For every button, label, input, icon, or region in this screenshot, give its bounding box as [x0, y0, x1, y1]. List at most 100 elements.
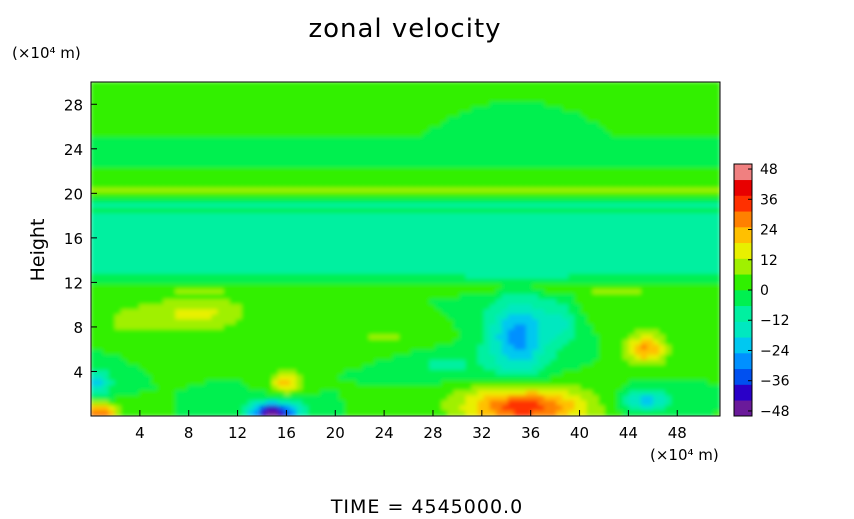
field-cell [187, 278, 195, 285]
field-cell [181, 243, 189, 250]
field-cell [374, 116, 382, 123]
field-cell [429, 213, 437, 220]
field-cell [277, 172, 286, 179]
field-cell [701, 273, 709, 280]
field-cell [217, 283, 225, 290]
field-cell [465, 162, 473, 169]
field-cell [181, 142, 189, 149]
field-cell [302, 137, 310, 144]
field-cell [562, 197, 570, 204]
field-cell [592, 121, 600, 129]
field-cell [368, 192, 376, 199]
field-cell [598, 82, 606, 88]
field-cell [471, 268, 479, 275]
field-cell [187, 213, 195, 220]
field-cell [380, 314, 388, 321]
field-cell [205, 273, 213, 280]
field-cell [610, 106, 618, 113]
field-cell [344, 202, 352, 210]
field-cell [259, 283, 267, 290]
field-cell [235, 91, 243, 98]
field-cell [157, 228, 165, 235]
field-cell [489, 116, 497, 123]
field-cell [338, 132, 346, 139]
field-cell [259, 137, 267, 144]
field-cell [435, 197, 443, 204]
field-cell [671, 263, 679, 270]
field-cell [259, 218, 267, 225]
field-cell [713, 314, 720, 321]
field-cell [102, 243, 110, 250]
field-cell [96, 278, 104, 285]
field-cell [199, 101, 207, 108]
field-cell [628, 299, 636, 306]
field-cell [465, 86, 473, 93]
field-cell [368, 258, 376, 265]
field-cell [187, 273, 195, 280]
field-cell [689, 137, 697, 144]
field-cell [91, 96, 98, 103]
field-cell [640, 82, 648, 88]
field-cell [411, 319, 419, 326]
field-cell [169, 116, 177, 123]
field-cell [580, 82, 588, 88]
field-cell [417, 202, 425, 210]
field-cell [108, 324, 116, 331]
field-cell [634, 157, 642, 164]
field-cell [423, 278, 431, 285]
field-cell [550, 258, 558, 265]
field-cell [368, 101, 376, 108]
field-cell [169, 228, 177, 235]
field-cell [513, 208, 521, 215]
field-cell [689, 278, 697, 285]
field-cell [501, 127, 509, 134]
field-cell [290, 177, 298, 184]
field-cell [519, 197, 527, 204]
field-cell [665, 187, 673, 194]
field-cell [235, 167, 243, 174]
field-cell [144, 248, 152, 255]
field-cell [235, 258, 243, 265]
field-cell [302, 299, 310, 306]
field-cell [271, 157, 279, 164]
field-cell [290, 142, 298, 149]
field-cell [483, 106, 491, 113]
field-cell [386, 253, 394, 260]
field-cell [616, 228, 624, 235]
field-cell [417, 233, 425, 240]
field-cell [114, 258, 122, 265]
field-cell [277, 91, 286, 98]
field-cell [465, 187, 473, 194]
field-cell [634, 121, 642, 129]
field-cell [205, 223, 213, 230]
field-cell [392, 91, 400, 98]
field-cell [610, 116, 618, 123]
field-cell [157, 243, 165, 250]
field-cell [96, 223, 104, 230]
field-cell [338, 127, 346, 134]
field-cell [556, 96, 564, 103]
field-cell [181, 101, 189, 108]
field-cell [398, 233, 406, 240]
field-cell [616, 304, 624, 311]
field-cell [640, 278, 648, 285]
field-cell [332, 263, 340, 270]
field-cell [471, 86, 479, 93]
field-cell [405, 233, 413, 240]
field-cell [217, 309, 225, 316]
field-cell [102, 258, 110, 265]
field-cell [169, 208, 177, 215]
field-cell [495, 192, 503, 199]
field-cell [392, 96, 400, 103]
field-cell [175, 167, 183, 174]
field-cell [344, 197, 352, 204]
field-cell [429, 202, 437, 210]
field-cell [150, 258, 159, 265]
field-cell [423, 116, 431, 123]
field-cell [447, 294, 455, 301]
field-cell [114, 101, 122, 108]
field-cell [604, 132, 612, 139]
field-cell [229, 106, 237, 113]
field-cell [102, 116, 110, 123]
field-cell [435, 202, 443, 210]
